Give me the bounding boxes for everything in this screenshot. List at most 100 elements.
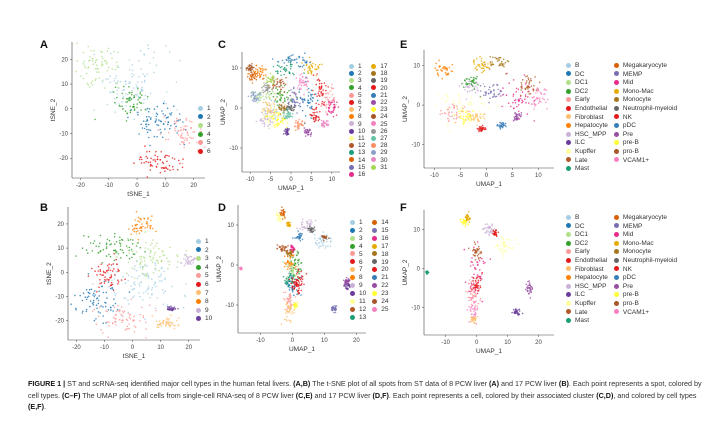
data-point: [528, 83, 530, 85]
data-point: [299, 268, 302, 270]
data-point: [297, 101, 299, 104]
data-point: [97, 302, 100, 305]
data-point: [263, 81, 265, 84]
data-point: [155, 309, 157, 312]
data-point: [287, 102, 290, 104]
legend-swatch: [371, 143, 377, 149]
data-point: [167, 131, 170, 134]
data-point: [166, 160, 168, 163]
data-point: [309, 221, 312, 223]
data-point: [335, 114, 338, 116]
legend-swatch: [196, 307, 201, 313]
data-point: [110, 264, 113, 266]
data-point: [169, 169, 171, 171]
data-point: [303, 227, 306, 229]
data-point: [112, 310, 114, 312]
data-point: [301, 218, 304, 221]
data-point: [115, 251, 118, 253]
data-point: [253, 96, 256, 98]
data-point: [263, 122, 266, 124]
data-point: [147, 123, 150, 126]
data-point: [474, 249, 476, 251]
data-point: [257, 93, 260, 96]
data-point: [100, 305, 102, 307]
data-point: [127, 303, 130, 305]
data-point: [258, 99, 260, 102]
legend-item: 7: [350, 266, 366, 274]
data-point: [116, 93, 118, 95]
data-point: [157, 247, 160, 250]
data-point: [307, 99, 309, 101]
data-point: [273, 93, 276, 95]
legend-swatch: [566, 79, 571, 85]
data-point: [285, 312, 287, 314]
data-point: [160, 167, 163, 169]
data-point: [155, 165, 158, 168]
cluster-Fibroblast: [469, 315, 479, 324]
data-point: [453, 106, 456, 109]
data-point: [469, 293, 472, 295]
data-point: [519, 97, 522, 100]
data-point: [154, 264, 157, 267]
legend-item: Late: [566, 309, 608, 318]
data-point: [269, 90, 271, 93]
data-point: [181, 166, 184, 169]
x-axis-label: UMAP_1: [278, 185, 304, 192]
legend-swatch: [350, 283, 355, 289]
data-point: [346, 287, 348, 290]
data-point: [275, 83, 278, 86]
data-point: [96, 64, 98, 66]
data-point: [282, 86, 284, 89]
data-point: [469, 216, 471, 219]
data-point: [269, 123, 272, 125]
data-point: [293, 108, 295, 111]
data-point: [142, 73, 144, 75]
data-point: [113, 97, 116, 100]
data-point: [465, 98, 468, 101]
data-point: [185, 117, 187, 120]
data-point: [286, 106, 288, 109]
data-point: [491, 63, 494, 66]
legend-label: NK: [622, 113, 632, 121]
data-point: [96, 297, 99, 299]
legend-label: 19: [381, 258, 389, 266]
data-point: [531, 96, 534, 99]
data-point: [131, 256, 133, 259]
data-point: [455, 117, 458, 120]
data-point: [119, 239, 121, 242]
data-point: [138, 292, 140, 294]
data-point: [300, 277, 303, 280]
legend-label: 4: [359, 242, 363, 250]
data-point: [273, 100, 276, 103]
data-point: [161, 136, 164, 139]
data-point: [310, 89, 313, 92]
data-point: [292, 277, 294, 280]
data-point: [282, 297, 285, 300]
data-point: [473, 246, 475, 249]
data-point: [324, 100, 327, 103]
data-point: [185, 129, 188, 131]
data-point: [284, 249, 286, 252]
data-point: [484, 231, 487, 234]
cluster-20: [288, 277, 303, 295]
x-tick-label: 0: [475, 340, 479, 346]
data-point: [284, 104, 286, 106]
data-point: [105, 242, 108, 244]
data-point: [334, 106, 337, 108]
data-point: [179, 162, 181, 165]
data-point: [126, 319, 129, 322]
data-point: [121, 249, 124, 252]
data-point: [286, 96, 288, 98]
data-point: [262, 91, 265, 94]
data-point: [108, 267, 110, 269]
data-point: [140, 109, 142, 111]
data-point: [103, 60, 106, 62]
data-point: [180, 134, 183, 136]
legend-item: 7: [349, 106, 365, 113]
data-point: [182, 143, 185, 145]
data-point: [95, 59, 97, 62]
data-point: [175, 117, 178, 120]
data-point: [303, 64, 305, 67]
data-point: [458, 85, 461, 87]
data-point: [472, 76, 475, 79]
